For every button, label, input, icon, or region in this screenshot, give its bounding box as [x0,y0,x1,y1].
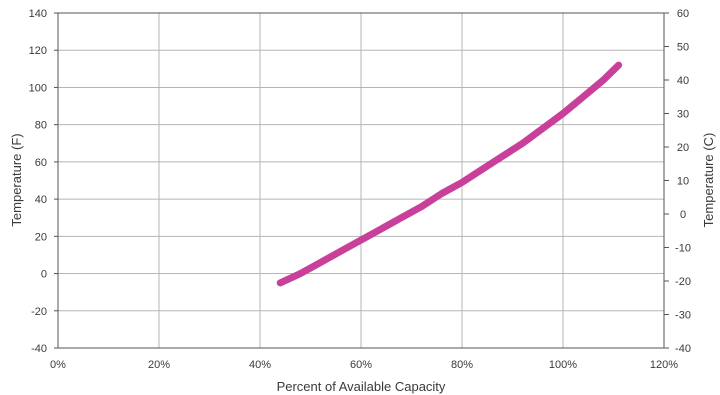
y-tick-label-left: 60 [35,157,47,169]
y-tick-label-right: 50 [677,42,689,54]
y-tick-label-left: -40 [31,343,47,355]
tick-marks [54,12,669,349]
series-layer [276,61,623,287]
y-tick-label-right: 30 [677,109,689,121]
y-tick-label-right: 10 [677,176,689,188]
y-axis-title-left: Temperature (F) [9,133,24,226]
y-tick-label-right: -30 [675,310,691,322]
x-axis-title: Percent of Available Capacity [277,379,446,394]
y-tick-label-left: 20 [35,231,47,243]
y-tick-label-left: 140 [29,8,47,20]
y-tick-label-left: 40 [35,194,47,206]
y-tick-label-right: -20 [675,276,691,288]
gridlines [58,13,664,348]
y-tick-label-left: 0 [41,269,47,281]
x-tick-label: 100% [549,359,577,371]
y-tick-label-right: 20 [677,142,689,154]
x-tick-label: 40% [249,359,271,371]
tick-labels: 0% 20% 40% 60% 80% 100% 120%-40-20020406080100… [29,8,691,371]
y-tick-label-right: -40 [675,343,691,355]
y-tick-label-left: -20 [31,306,47,318]
y-tick-label-left: 100 [29,82,47,94]
x-tick-label: 20% [148,359,170,371]
y-axis-title-right: Temperature (C) [701,133,716,228]
y-tick-label-left: 120 [29,45,47,57]
y-tick-label-left: 80 [35,120,47,132]
temperature-capacity-line [276,61,623,287]
y-tick-label-right: -10 [675,243,691,255]
y-tick-label-right: 0 [680,209,686,221]
x-tick-label: 60% [350,359,372,371]
x-tick-label: 120% [650,359,678,371]
y-tick-label-right: 60 [677,8,689,20]
y-tick-label-right: 40 [677,75,689,87]
x-tick-label: 0% [50,359,66,371]
x-tick-label: 80% [451,359,473,371]
